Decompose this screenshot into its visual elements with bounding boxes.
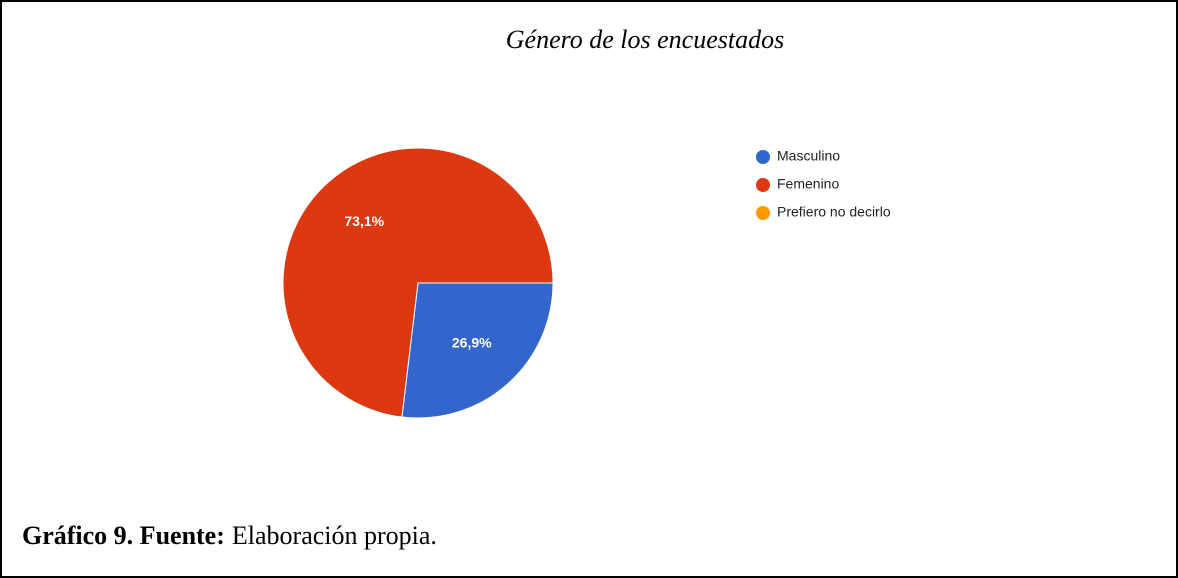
- pie-slice: [401, 282, 554, 419]
- legend-label: Masculino: [777, 148, 840, 164]
- pie: 26,9% 73,1%: [282, 147, 554, 419]
- legend-label: Prefiero no decirlo: [777, 204, 891, 220]
- legend-marker: [756, 150, 770, 164]
- caption-label: Gráfico 9. Fuente:: [22, 521, 225, 550]
- slice-label: 73,1%: [344, 213, 384, 229]
- slice-label: 26,9%: [452, 334, 492, 350]
- caption-text: Elaboración propia.: [232, 521, 437, 550]
- legend-marker: [756, 206, 770, 220]
- chart-title: Género de los encuestados: [506, 25, 784, 54]
- legend-label: Femenino: [777, 176, 839, 192]
- legend: Masculino Femenino Prefiero no decirlo: [756, 148, 891, 220]
- caption: Gráfico 9. Fuente: Elaboración propia.: [22, 521, 437, 550]
- legend-marker: [756, 178, 770, 192]
